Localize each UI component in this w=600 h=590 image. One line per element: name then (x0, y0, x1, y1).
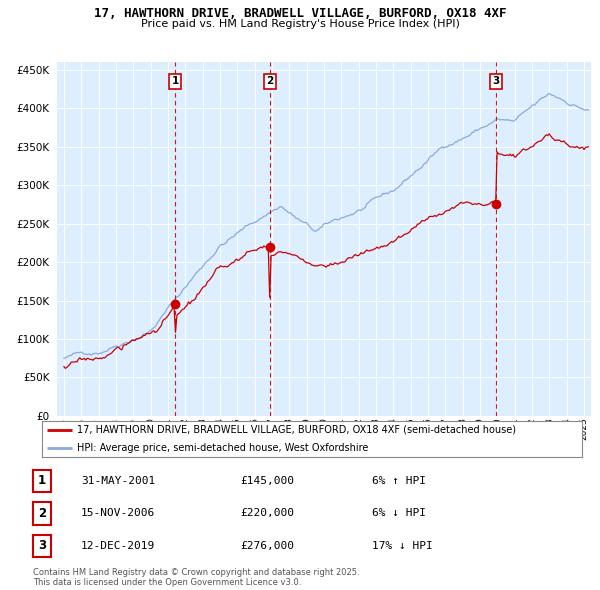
Text: 17, HAWTHORN DRIVE, BRADWELL VILLAGE, BURFORD, OX18 4XF: 17, HAWTHORN DRIVE, BRADWELL VILLAGE, BU… (94, 7, 506, 20)
Text: 6% ↓ HPI: 6% ↓ HPI (372, 509, 426, 518)
Text: Price paid vs. HM Land Registry's House Price Index (HPI): Price paid vs. HM Land Registry's House … (140, 19, 460, 29)
Text: HPI: Average price, semi-detached house, West Oxfordshire: HPI: Average price, semi-detached house,… (77, 443, 368, 453)
Text: 1: 1 (38, 474, 46, 487)
Text: Contains HM Land Registry data © Crown copyright and database right 2025.
This d: Contains HM Land Registry data © Crown c… (33, 568, 359, 587)
Text: 31-MAY-2001: 31-MAY-2001 (81, 476, 155, 486)
Text: 15-NOV-2006: 15-NOV-2006 (81, 509, 155, 518)
Text: 3: 3 (38, 539, 46, 552)
Text: £276,000: £276,000 (240, 541, 294, 550)
Text: 1: 1 (172, 77, 179, 86)
Text: 17, HAWTHORN DRIVE, BRADWELL VILLAGE, BURFORD, OX18 4XF (semi-detached house): 17, HAWTHORN DRIVE, BRADWELL VILLAGE, BU… (77, 425, 516, 435)
Text: 12-DEC-2019: 12-DEC-2019 (81, 541, 155, 550)
Text: 17% ↓ HPI: 17% ↓ HPI (372, 541, 433, 550)
Text: 2: 2 (266, 77, 274, 86)
Text: £145,000: £145,000 (240, 476, 294, 486)
Text: 2: 2 (38, 507, 46, 520)
Text: 3: 3 (493, 77, 500, 86)
Text: 6% ↑ HPI: 6% ↑ HPI (372, 476, 426, 486)
Text: £220,000: £220,000 (240, 509, 294, 518)
